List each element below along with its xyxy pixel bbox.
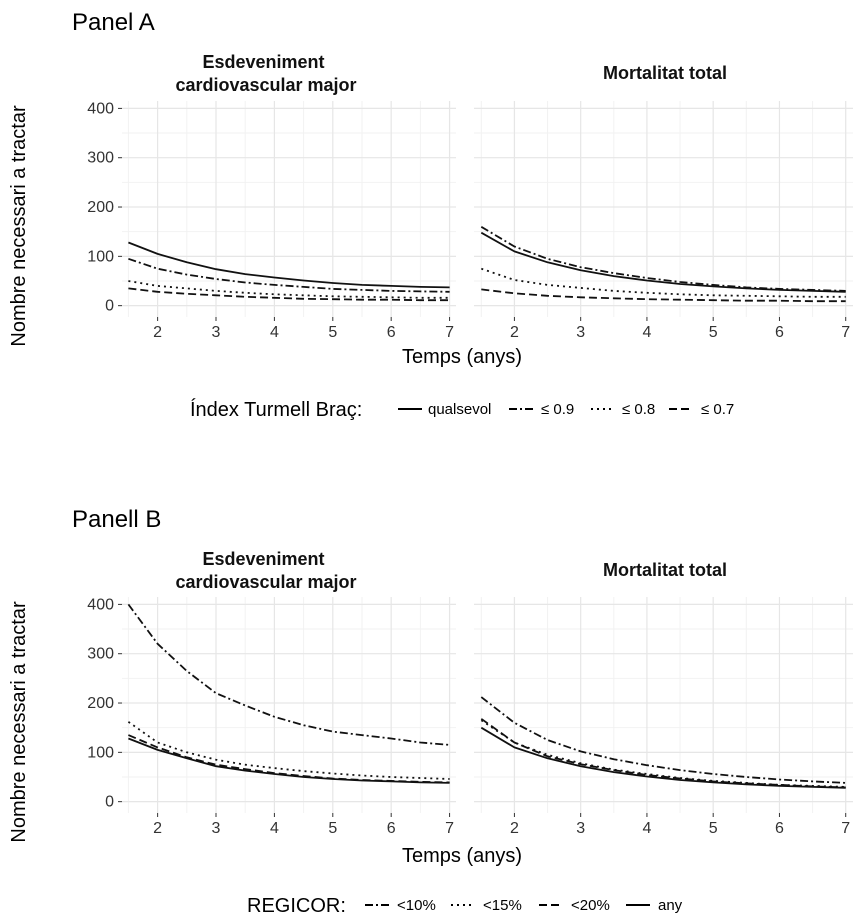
panel-a-left-facet-title-line1: Esdeveniment	[202, 52, 324, 72]
x-tick-label: 2	[153, 820, 162, 837]
x-tick-label: 2	[510, 820, 519, 837]
panel-a-x-axis-label: Temps (anys)	[402, 346, 522, 368]
panel-a-legend-label: ≤ 0.9	[541, 401, 574, 418]
x-tick-label: 4	[270, 324, 279, 341]
series-line-dotdash	[480, 696, 846, 784]
panel-a-legend-label: qualsevol	[428, 401, 491, 418]
panel-b-x-axis-label: Temps (anys)	[402, 845, 522, 867]
series-line-dashed	[481, 288, 846, 303]
y-tick-label: 200	[87, 695, 114, 712]
y-tick-label: 100	[87, 248, 114, 265]
panel-a-legend: Índex Turmell Braç: qualsevol ≤ 0.9 ≤ 0.…	[190, 398, 734, 421]
series-line-dashed	[128, 287, 450, 302]
panel-b-title: Panell B	[72, 506, 161, 533]
x-tick-label: 2	[510, 324, 519, 341]
x-tick-label: 7	[841, 324, 850, 341]
y-tick-label: 0	[105, 794, 114, 811]
y-tick-label: 400	[87, 596, 114, 613]
series-line-dashed	[480, 718, 846, 789]
x-tick-label: 6	[387, 820, 396, 837]
x-tick-label: 7	[841, 820, 850, 837]
y-tick-label: 0	[105, 298, 114, 315]
y-tick-label: 100	[87, 744, 114, 761]
panel-a-left-plot: 2 3 4 5 6 7 0 100 200 300 400	[87, 100, 456, 341]
panel-b-legend-label: any	[658, 897, 683, 914]
series-line-dotdash	[128, 257, 450, 293]
x-tick-label: 4	[270, 820, 279, 837]
x-tick-label: 3	[212, 324, 221, 341]
x-tick-label: 4	[642, 324, 651, 341]
panel-a-right-plot: 2 3 4 5 6 7	[474, 101, 853, 341]
panel-a-right-facet-title: Mortalitat total	[603, 63, 727, 83]
x-tick-label: 4	[642, 820, 651, 837]
series-line-dotdash	[127, 603, 450, 746]
y-tick-label: 200	[87, 199, 114, 216]
x-tick-label: 6	[775, 324, 784, 341]
y-tick-label: 400	[87, 100, 114, 117]
series-line-dotted	[128, 280, 450, 299]
panel-b-left-facet-title-line1: Esdeveniment	[202, 549, 324, 569]
panel-b-y-axis-label: Nombre necessari a tractar	[8, 601, 30, 843]
x-tick-label: 3	[576, 820, 585, 837]
series-line-dotted	[481, 267, 846, 298]
panel-b-legend-label: <20%	[571, 897, 610, 914]
panel-a-left-facet-title-line2: cardiovascular major	[175, 75, 356, 95]
panel-b-right-facet-title: Mortalitat total	[603, 560, 727, 580]
y-tick-label: 300	[87, 150, 114, 167]
panel-b-left-plot: 2 3 4 5 6 7 0 100 200 300 400	[87, 596, 456, 837]
x-tick-label: 3	[212, 820, 221, 837]
panel-b-left-facet-title-line2: cardiovascular major	[175, 572, 356, 592]
x-tick-label: 7	[445, 324, 454, 341]
x-tick-label: 5	[709, 324, 718, 341]
panel-a-legend-title: Índex Turmell Braç:	[190, 398, 362, 421]
y-tick-label: 300	[87, 646, 114, 663]
panel-a-y-axis-label: Nombre necessari a tractar	[8, 105, 30, 347]
panel-a-left-facet-title: Esdeveniment cardiovascular major	[175, 52, 356, 95]
x-tick-label: 3	[576, 324, 585, 341]
panel-b-legend-label: <15%	[483, 897, 522, 914]
panel-a-legend-label: ≤ 0.7	[701, 401, 734, 418]
series-line-solid	[480, 231, 846, 293]
panel-b-left-facet-title: Esdeveniment cardiovascular major	[175, 549, 356, 592]
panel-b-legend: REGICOR: <10% <15% <20% any	[247, 895, 683, 917]
x-tick-label: 2	[153, 324, 162, 341]
series-line-dotted	[127, 721, 450, 780]
x-tick-label: 6	[387, 324, 396, 341]
series-line-solid	[128, 241, 450, 289]
panel-b-right-plot: 2 3 4 5 6 7	[474, 597, 853, 837]
x-tick-label: 5	[709, 820, 718, 837]
panel-b-legend-title: REGICOR:	[247, 895, 346, 917]
panel-a-legend-label: ≤ 0.8	[622, 401, 655, 418]
series-line-solid	[480, 726, 846, 789]
panel-b-legend-label: <10%	[397, 897, 436, 914]
x-tick-label: 5	[328, 324, 337, 341]
series-line-solid	[128, 737, 450, 784]
x-tick-label: 6	[775, 820, 784, 837]
x-tick-label: 5	[328, 820, 337, 837]
series-line-dotdash	[480, 226, 846, 292]
panel-a-title: Panel A	[72, 9, 155, 36]
x-tick-label: 7	[445, 820, 454, 837]
